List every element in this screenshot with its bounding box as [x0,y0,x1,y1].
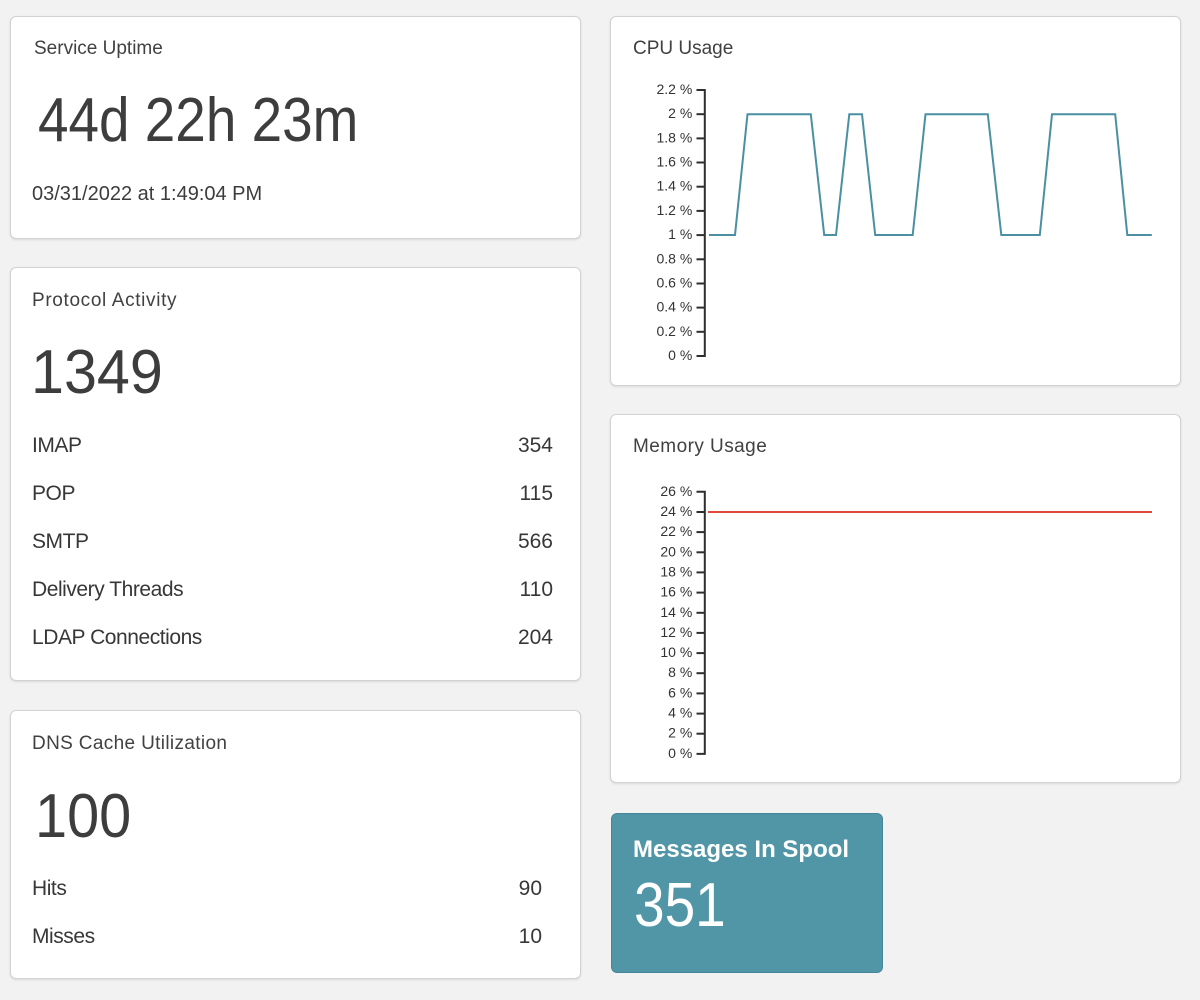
svg-text:12 %: 12 % [660,624,692,640]
svg-text:1.8 %: 1.8 % [656,129,692,145]
svg-text:2 %: 2 % [668,105,692,121]
svg-text:0 %: 0 % [668,745,692,761]
svg-text:0.6 %: 0.6 % [656,275,692,291]
svg-text:1 %: 1 % [668,226,692,242]
svg-text:6 %: 6 % [668,684,692,700]
svg-text:10 %: 10 % [660,644,692,660]
svg-text:8 %: 8 % [668,664,692,680]
svg-text:2 %: 2 % [668,725,692,741]
svg-text:18 %: 18 % [660,563,692,579]
svg-text:0.8 %: 0.8 % [656,250,692,266]
svg-text:20 %: 20 % [660,543,692,559]
svg-text:26 %: 26 % [660,483,692,499]
svg-text:1.2 %: 1.2 % [656,202,692,218]
svg-text:22 %: 22 % [660,523,692,539]
svg-text:4 %: 4 % [668,705,692,721]
svg-text:16 %: 16 % [660,584,692,600]
svg-text:0.4 %: 0.4 % [656,299,692,315]
svg-text:1.4 %: 1.4 % [656,178,692,194]
svg-text:24 %: 24 % [660,503,692,519]
svg-text:2.2 %: 2.2 % [656,81,692,97]
svg-text:1.6 %: 1.6 % [656,154,692,170]
svg-text:14 %: 14 % [660,604,692,620]
svg-text:0.2 %: 0.2 % [656,323,692,339]
svg-text:0 %: 0 % [668,347,692,363]
